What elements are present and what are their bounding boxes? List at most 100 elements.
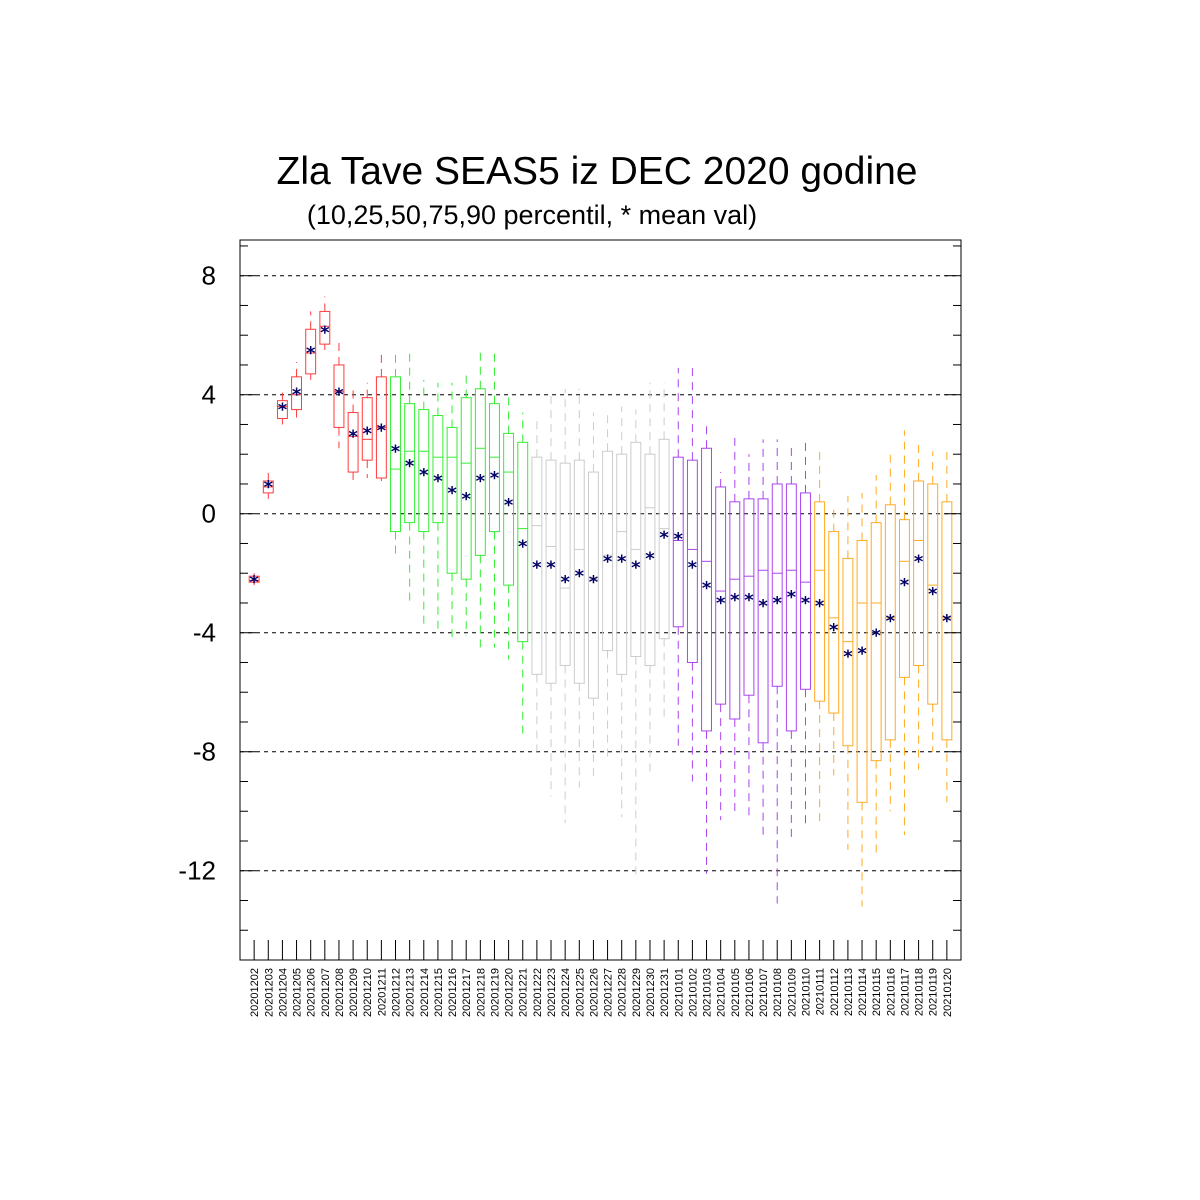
x-tick-label: 20210101 bbox=[673, 968, 685, 1017]
iqr-box bbox=[404, 403, 416, 524]
mean-marker: * bbox=[688, 557, 698, 578]
x-tick-label: 20210106 bbox=[744, 968, 756, 1017]
iqr-box bbox=[446, 426, 458, 574]
x-tick-label: 20201210 bbox=[362, 968, 374, 1017]
mean-marker: * bbox=[532, 557, 542, 578]
mean-marker: * bbox=[829, 620, 839, 641]
mean-marker: * bbox=[504, 495, 514, 516]
iqr-box bbox=[361, 397, 373, 461]
iqr-box bbox=[814, 501, 826, 702]
mean-marker: * bbox=[603, 551, 613, 572]
iqr-box bbox=[828, 531, 840, 714]
iqr-box bbox=[672, 456, 684, 628]
x-tick-label: 20210115 bbox=[871, 968, 883, 1016]
iqr-box bbox=[870, 522, 882, 762]
iqr-box bbox=[418, 409, 430, 533]
mean-marker: * bbox=[264, 477, 274, 498]
iqr-box bbox=[771, 483, 783, 687]
x-tick-label: 20201222 bbox=[532, 968, 544, 1017]
x-tick-label: 20201213 bbox=[405, 968, 417, 1017]
iqr-box bbox=[899, 519, 910, 678]
x-tick-label: 20201230 bbox=[645, 968, 657, 1017]
mean-marker: * bbox=[702, 578, 712, 599]
x-tick-label: 20201207 bbox=[320, 968, 332, 1017]
mean-marker: * bbox=[659, 528, 669, 549]
iqr-box bbox=[715, 486, 727, 705]
x-tick-label: 20201224 bbox=[560, 968, 572, 1017]
mean-marker: * bbox=[843, 647, 853, 668]
x-tick-label: 20201218 bbox=[475, 968, 487, 1017]
x-tick-label: 20210120 bbox=[942, 968, 954, 1017]
mean-marker: * bbox=[758, 596, 768, 617]
mean-marker: * bbox=[334, 385, 344, 406]
mean-marker: * bbox=[278, 400, 288, 421]
x-tick-label: 20210109 bbox=[786, 968, 798, 1017]
x-tick-label: 20201206 bbox=[306, 968, 318, 1017]
iqr-box bbox=[545, 459, 557, 684]
x-tick-label: 20201216 bbox=[447, 968, 459, 1017]
x-tick-label: 20210116 bbox=[885, 968, 897, 1016]
mean-marker: * bbox=[744, 590, 754, 611]
mean-marker: * bbox=[306, 343, 316, 364]
iqr-box bbox=[856, 539, 868, 803]
mean-marker: * bbox=[631, 557, 641, 578]
mean-marker: * bbox=[447, 483, 457, 504]
mean-marker: * bbox=[589, 572, 599, 593]
mean-markers: ******** * *** * ** ** **** ** * ** * * ** **** * * * * * *… bbox=[249, 322, 952, 667]
mean-marker: * bbox=[518, 536, 528, 557]
iqr-box bbox=[842, 557, 854, 747]
mean-marker: * bbox=[674, 529, 684, 550]
x-tick-label: 20201214 bbox=[419, 968, 431, 1017]
mean-marker: * bbox=[433, 471, 443, 492]
x-tick-label: 20201205 bbox=[292, 968, 304, 1017]
iqr-box bbox=[248, 575, 260, 583]
mean-marker: * bbox=[942, 611, 952, 632]
iqr-box bbox=[602, 450, 614, 652]
x-tick-label: 20210119 bbox=[928, 968, 940, 1016]
iqr-box bbox=[884, 504, 896, 741]
x-tick-label: 20201228 bbox=[617, 968, 629, 1017]
x-tick-label: 20210113 bbox=[843, 968, 855, 1016]
mean-marker: * bbox=[787, 587, 797, 608]
iqr-box bbox=[941, 501, 953, 741]
iqr-box bbox=[701, 447, 712, 732]
mean-marker: * bbox=[716, 593, 726, 614]
x-tick-label: 20210112 bbox=[829, 968, 841, 1016]
mean-marker: * bbox=[348, 426, 358, 447]
mean-marker: * bbox=[773, 593, 783, 614]
x-tick-label: 20201208 bbox=[334, 968, 346, 1017]
mean-marker: * bbox=[461, 489, 471, 510]
iqr-box bbox=[573, 459, 585, 684]
x-tick-label: 20201209 bbox=[348, 968, 360, 1017]
iqr-box bbox=[390, 376, 401, 533]
x-tick-label: 20201219 bbox=[489, 968, 501, 1017]
x-tick-label: 20210118 bbox=[914, 968, 926, 1016]
x-tick-label: 20210107 bbox=[758, 968, 770, 1017]
x-tick-label: 20201217 bbox=[461, 968, 473, 1017]
x-tick-label: 20210102 bbox=[687, 968, 699, 1017]
iqr-box bbox=[559, 462, 571, 666]
mean-marker: * bbox=[645, 548, 655, 569]
mean-marker: * bbox=[391, 441, 401, 462]
iqr-box bbox=[757, 498, 769, 744]
mean-marker: * bbox=[914, 551, 924, 572]
iqr-box bbox=[927, 483, 939, 705]
iqr-box bbox=[587, 471, 599, 699]
iqr-box bbox=[686, 459, 698, 663]
iqr-box bbox=[305, 328, 317, 375]
mean-marker: * bbox=[377, 420, 387, 441]
iqr-box bbox=[616, 453, 628, 675]
mean-marker: * bbox=[617, 551, 627, 572]
iqr-box bbox=[517, 441, 529, 643]
plot-frame bbox=[239, 239, 962, 961]
iqr-box bbox=[432, 415, 444, 524]
mean-marker: * bbox=[815, 596, 825, 617]
iqr-box bbox=[644, 453, 656, 666]
y-tick-label: -8 bbox=[193, 737, 216, 767]
x-tick-label: 20201202 bbox=[249, 968, 261, 1017]
iqr-box bbox=[291, 376, 302, 411]
x-tick-label: 20201211 bbox=[376, 968, 388, 1016]
x-tick-label: 20201231 bbox=[659, 968, 671, 1017]
x-tick-label: 20210110 bbox=[800, 968, 812, 1016]
